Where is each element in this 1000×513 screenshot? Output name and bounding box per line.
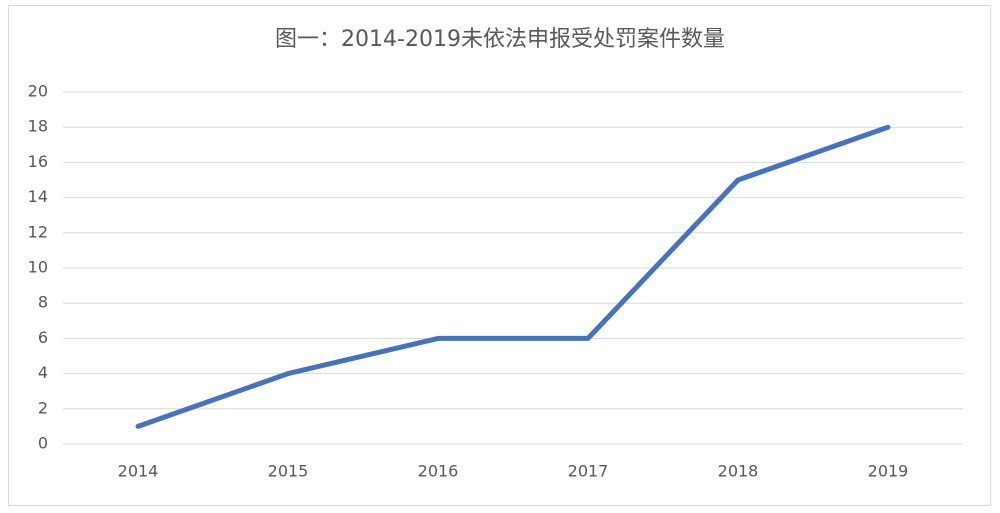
y-tick-label: 2 [38, 398, 48, 417]
x-tick-label: 2017 [568, 462, 609, 481]
chart-border [8, 5, 991, 506]
y-tick-label: 8 [38, 293, 48, 312]
y-tick-label: 12 [28, 222, 48, 241]
x-tick-label: 2019 [868, 462, 909, 481]
y-tick-label: 10 [28, 258, 48, 277]
y-tick-label: 14 [28, 187, 48, 206]
chart-title: 图一：2014-2019未依法申报受处罚案件数量 [275, 27, 725, 52]
y-tick-label: 16 [28, 152, 48, 171]
x-tick-label: 2018 [718, 462, 759, 481]
x-tick-label: 2016 [418, 462, 459, 481]
y-tick-label: 20 [28, 82, 48, 101]
y-tick-label: 18 [28, 117, 48, 136]
y-tick-label: 4 [38, 363, 48, 382]
y-tick-label: 6 [38, 328, 48, 347]
y-tick-label: 0 [38, 434, 48, 453]
x-tick-label: 2014 [118, 462, 159, 481]
x-tick-label: 2015 [268, 462, 309, 481]
data-line [135, 124, 891, 429]
